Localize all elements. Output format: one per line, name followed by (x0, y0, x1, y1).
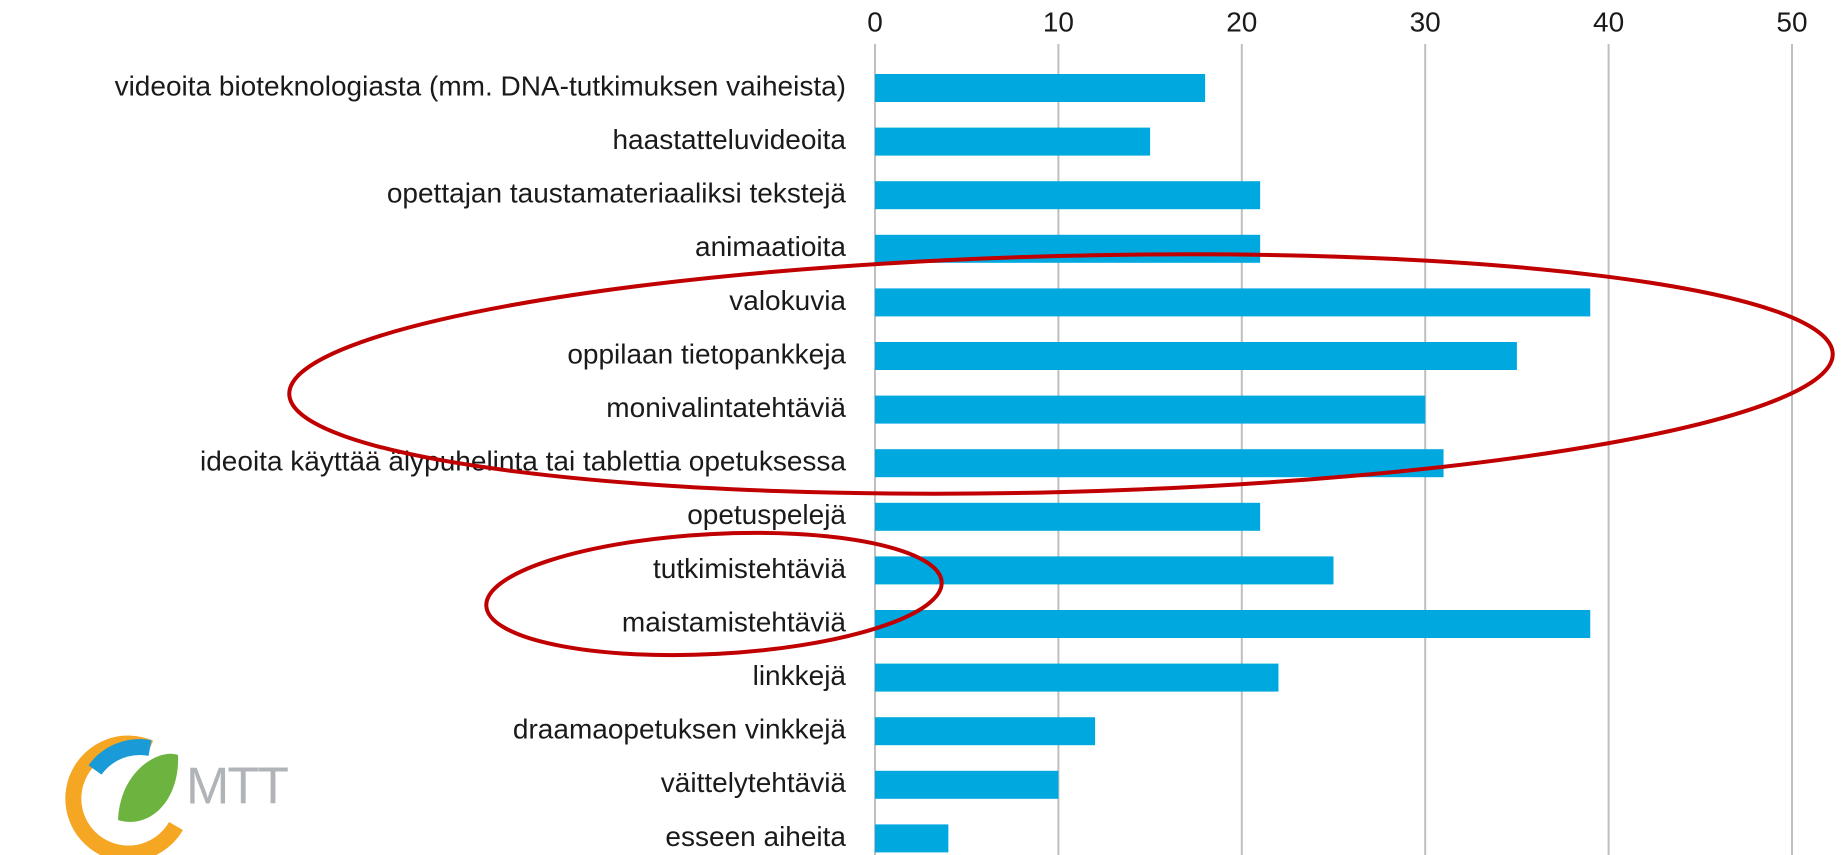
category-label: maistamistehtäviä (622, 606, 847, 637)
category-label: tutkimistehtäviä (653, 553, 846, 584)
bar (875, 449, 1444, 478)
category-label: videoita bioteknologiasta (mm. DNA-tutki… (115, 70, 846, 101)
category-label: valokuvia (729, 285, 846, 316)
category-label: animaatioita (695, 231, 846, 262)
x-tick-label: 0 (867, 6, 883, 37)
bar (875, 502, 1261, 531)
bar (875, 770, 1059, 799)
category-label: esseen aiheita (665, 821, 846, 852)
bar (875, 556, 1334, 585)
category-label: draamaopetuksen vinkkejä (513, 714, 847, 745)
x-tick-label: 20 (1226, 6, 1257, 37)
logo: MTT (65, 735, 290, 855)
bar (875, 395, 1426, 424)
x-tick-label: 30 (1410, 6, 1441, 37)
bar (875, 127, 1151, 156)
logo-arc (88, 739, 152, 775)
bar (875, 181, 1261, 210)
logo-leaf (118, 753, 179, 822)
bar (875, 717, 1096, 746)
bar (875, 288, 1591, 317)
category-label: haastatteluvideoita (612, 124, 846, 155)
category-label: linkkejä (753, 660, 847, 691)
bar (875, 824, 949, 853)
category-label: monivalintatehtäviä (606, 392, 846, 423)
x-tick-label: 40 (1593, 6, 1624, 37)
category-label: opettajan taustamateriaaliksi tekstejä (387, 178, 847, 209)
bar (875, 74, 1206, 102)
category-label: väittelytehtäviä (661, 767, 847, 798)
bar (875, 234, 1261, 263)
bar (875, 342, 1517, 370)
x-tick-label: 50 (1776, 6, 1807, 37)
bar (875, 610, 1591, 638)
category-label: oppilaan tietopankkeja (567, 338, 846, 369)
highlight-ellipse (484, 530, 944, 658)
highlight-ellipse (287, 252, 1835, 496)
bar (875, 663, 1279, 692)
x-tick-label: 10 (1043, 6, 1074, 37)
category-label: opetuspelejä (687, 499, 846, 530)
logo-text: MTT (186, 758, 288, 816)
